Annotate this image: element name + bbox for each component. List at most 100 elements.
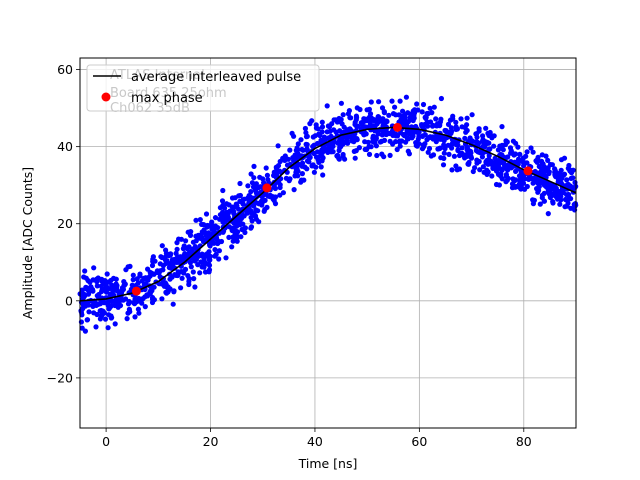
sample-point bbox=[422, 132, 428, 138]
sample-point bbox=[545, 211, 551, 217]
sample-point bbox=[251, 203, 257, 209]
sample-point bbox=[379, 105, 386, 111]
sample-point bbox=[132, 299, 138, 305]
sample-point bbox=[326, 142, 332, 148]
y-axis-label: Amplitude [ADC Counts] bbox=[20, 167, 35, 319]
sample-point bbox=[94, 283, 100, 289]
sample-point bbox=[451, 153, 457, 159]
sample-point bbox=[213, 251, 219, 257]
sample-point bbox=[404, 122, 410, 129]
sample-point bbox=[386, 112, 392, 118]
sample-point bbox=[498, 171, 504, 177]
sample-point bbox=[480, 144, 486, 150]
sample-point bbox=[159, 243, 165, 249]
y-tick-label: 60 bbox=[57, 62, 73, 77]
sample-point bbox=[441, 138, 447, 144]
sample-point bbox=[113, 276, 119, 282]
sample-point bbox=[302, 125, 308, 132]
sample-point bbox=[364, 107, 370, 113]
sample-point bbox=[147, 289, 153, 295]
sample-point bbox=[84, 317, 91, 323]
sample-point bbox=[197, 217, 203, 223]
sample-point bbox=[164, 290, 170, 296]
sample-point bbox=[326, 124, 333, 130]
sample-point bbox=[524, 183, 530, 190]
annotation-line-2: Board 635 25ohm bbox=[110, 86, 227, 101]
sample-point bbox=[94, 279, 100, 285]
sample-point bbox=[244, 210, 250, 216]
sample-point bbox=[272, 201, 279, 207]
sample-point bbox=[150, 258, 156, 264]
sample-point bbox=[298, 179, 304, 185]
sample-point bbox=[192, 258, 198, 264]
sample-point bbox=[493, 181, 500, 188]
sample-point bbox=[431, 104, 437, 110]
sample-point bbox=[217, 205, 223, 211]
sample-point bbox=[546, 169, 552, 175]
sample-point bbox=[448, 129, 454, 135]
sample-point bbox=[121, 279, 127, 285]
sample-point bbox=[410, 117, 416, 124]
sample-point bbox=[555, 176, 562, 182]
x-tick-label: 40 bbox=[307, 434, 323, 449]
sample-point bbox=[317, 132, 323, 139]
sample-point bbox=[222, 205, 228, 211]
sample-point bbox=[541, 198, 548, 204]
sample-point bbox=[186, 281, 192, 288]
sample-point bbox=[480, 133, 486, 139]
sample-point bbox=[126, 298, 132, 305]
sample-point bbox=[223, 255, 229, 261]
sample-point bbox=[338, 100, 344, 106]
sample-point bbox=[464, 115, 470, 121]
sample-point bbox=[372, 140, 378, 146]
sample-point bbox=[96, 291, 102, 298]
sample-point bbox=[397, 143, 403, 149]
sample-point bbox=[267, 192, 273, 198]
max-phase-point bbox=[392, 122, 402, 132]
sample-point bbox=[158, 254, 164, 260]
sample-point bbox=[87, 279, 93, 285]
sample-point bbox=[414, 101, 420, 107]
sample-point bbox=[257, 174, 263, 180]
sample-point bbox=[428, 153, 434, 159]
sample-point bbox=[380, 116, 386, 122]
sample-point bbox=[558, 167, 564, 173]
sample-point bbox=[179, 275, 185, 281]
sample-point bbox=[306, 159, 312, 165]
sample-point bbox=[528, 145, 534, 151]
sample-point bbox=[535, 154, 541, 160]
sample-point bbox=[570, 175, 576, 181]
sample-point bbox=[564, 177, 570, 183]
y-tick-label: −20 bbox=[47, 370, 73, 385]
sample-point bbox=[277, 192, 283, 198]
sample-point bbox=[109, 282, 115, 288]
sample-point bbox=[178, 236, 184, 242]
sample-point bbox=[299, 171, 305, 177]
sample-point bbox=[413, 123, 419, 130]
sample-scatter bbox=[77, 94, 579, 334]
sample-point bbox=[99, 312, 105, 318]
sample-point bbox=[187, 232, 194, 238]
sample-point bbox=[476, 126, 482, 132]
sample-point bbox=[203, 233, 209, 239]
sample-point bbox=[419, 109, 425, 115]
sample-point bbox=[549, 185, 555, 192]
sample-point bbox=[104, 271, 110, 277]
sample-point bbox=[467, 136, 473, 143]
sample-point bbox=[236, 193, 242, 199]
sample-point bbox=[337, 144, 343, 151]
sample-point bbox=[410, 133, 416, 139]
sample-point bbox=[212, 215, 219, 221]
sample-point bbox=[251, 175, 257, 181]
sample-point bbox=[178, 256, 184, 262]
sample-point bbox=[183, 245, 189, 251]
sample-point bbox=[134, 276, 140, 282]
sample-point bbox=[441, 142, 447, 148]
sample-point bbox=[440, 162, 447, 168]
sample-point bbox=[352, 155, 358, 161]
sample-point bbox=[277, 182, 283, 188]
sample-point bbox=[558, 157, 565, 163]
average-pulse-line bbox=[79, 126, 577, 302]
sample-point bbox=[82, 328, 88, 334]
sample-point bbox=[237, 198, 243, 204]
